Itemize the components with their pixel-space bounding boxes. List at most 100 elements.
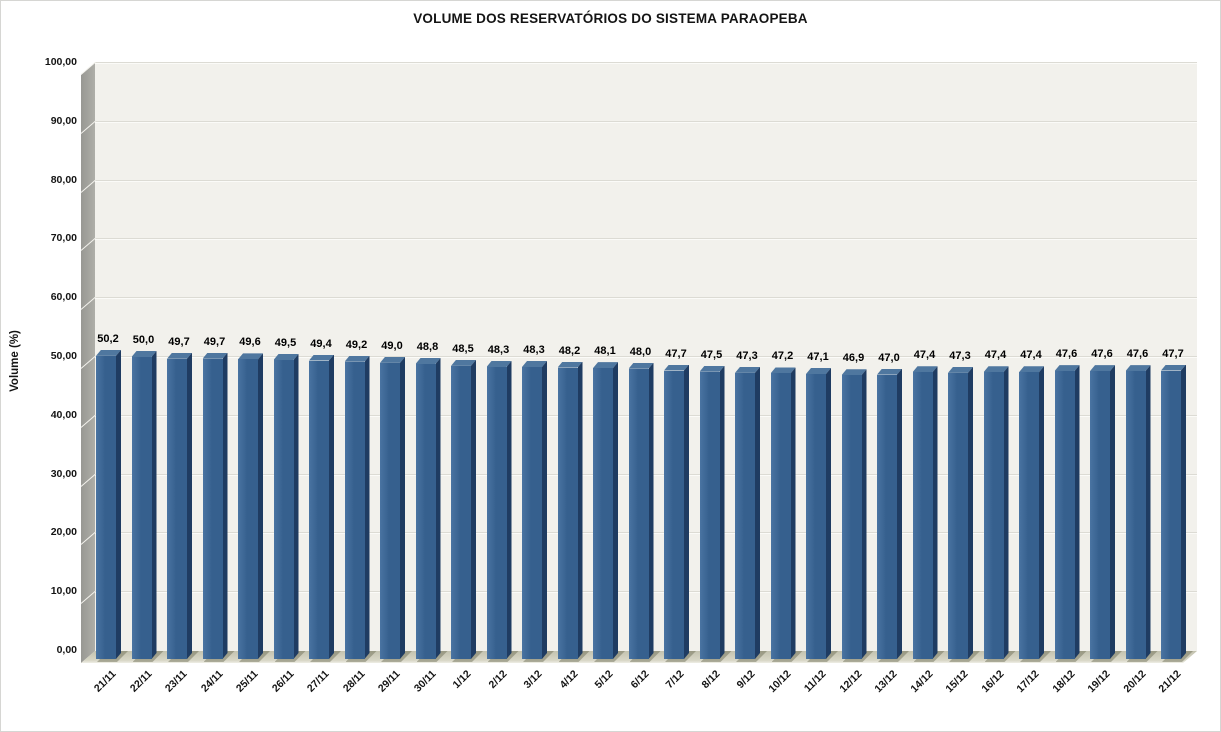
y-tick-label: 90,00: [50, 114, 77, 127]
bar-top-face: [593, 362, 618, 369]
bar-side-face: [329, 355, 334, 659]
bar-side-face: [1110, 365, 1115, 659]
bar-side-face: [684, 365, 689, 659]
bar-value-label: 47,3: [949, 349, 971, 362]
x-tick-label: 28/11: [340, 668, 367, 695]
bar-top-face: [451, 359, 476, 366]
bar: [770, 373, 791, 659]
bar-side-face: [791, 367, 796, 659]
x-tick-label: 8/12: [699, 668, 722, 691]
x-tick-label: 24/11: [198, 668, 225, 695]
bar-side-face: [542, 361, 547, 659]
bar: [557, 367, 578, 659]
bar-top-face: [1019, 366, 1044, 373]
x-tick-label: 19/12: [1085, 668, 1113, 696]
bar-value-label: 47,7: [1162, 347, 1184, 360]
bar: [912, 372, 933, 659]
x-tick-label: 13/12: [872, 668, 900, 696]
x-tick-label: 11/12: [801, 668, 829, 695]
gridline: [95, 62, 1197, 64]
bar: [380, 362, 400, 659]
bar-side-face: [471, 360, 476, 659]
bar-top-face: [522, 360, 547, 367]
bar-value-label: 48,3: [523, 343, 545, 356]
bar: [238, 359, 258, 659]
bar-value-label: 47,3: [736, 349, 758, 362]
bar-value-label: 47,4: [984, 349, 1007, 362]
bar-side-face: [400, 357, 405, 659]
bar-value-label: 47,0: [878, 351, 900, 364]
bar: [451, 365, 471, 659]
bar-side-face: [507, 361, 512, 659]
bar: [983, 372, 1004, 659]
bar-side-face: [365, 356, 370, 659]
bar-top-face: [735, 366, 760, 373]
bar-top-face: [273, 353, 299, 360]
y-tick-label: 80,00: [50, 173, 77, 186]
bar: [1090, 371, 1110, 659]
bar-top-face: [628, 362, 654, 369]
x-tick-label: 16/12: [978, 668, 1006, 696]
bar: [96, 355, 116, 659]
bar-side-face: [578, 362, 583, 659]
bar: [1054, 371, 1075, 659]
bar: [415, 364, 436, 659]
bar-top-face: [664, 364, 689, 371]
bar-top-face: [841, 369, 867, 376]
chart-title: VOLUME DOS RESERVATÓRIOS DO SISTEMA PARA…: [413, 11, 808, 26]
bar-top-face: [770, 367, 796, 374]
bar-top-face: [238, 353, 263, 360]
bar-side-face: [116, 350, 121, 659]
bar-value-label: 47,1: [807, 351, 829, 364]
bar-value-label: 48,2: [558, 344, 581, 357]
bar: [628, 368, 649, 659]
bar-side-face: [720, 366, 725, 659]
bar-top-face: [948, 366, 973, 373]
x-tick-label: 17/12: [1014, 668, 1042, 696]
bar-top-face: [699, 365, 725, 372]
bar-side-face: [436, 358, 441, 659]
x-tick-label: 27/11: [304, 668, 332, 695]
x-tick-label: 1/12: [450, 668, 474, 691]
x-tick-label: 29/11: [375, 668, 403, 695]
x-tick-label: 9/12: [734, 668, 758, 691]
y-tick-label: 10,00: [50, 585, 77, 598]
x-tick-label: 26/11: [269, 668, 296, 695]
bar-top-face: [806, 368, 831, 375]
bar-value-label: 48,1: [594, 345, 616, 358]
bar-value-label: 47,6: [1055, 348, 1078, 361]
x-tick-label: 7/12: [663, 668, 687, 691]
bar-value-label: 49,0: [381, 339, 403, 352]
bar-side-face: [897, 369, 902, 659]
bar-side-face: [933, 366, 938, 659]
gridline: [95, 120, 1197, 123]
bar-top-face: [486, 360, 512, 367]
bar: [735, 372, 755, 659]
bar: [522, 366, 542, 659]
bar-side-face: [294, 354, 299, 659]
x-tick-label: 2/12: [486, 668, 509, 691]
x-tick-label: 3/12: [521, 668, 545, 691]
bar-top-face: [877, 368, 902, 375]
bar-top-face: [1125, 365, 1151, 372]
bar: [593, 368, 613, 659]
bar: [699, 371, 720, 659]
x-tick-label: 14/12: [907, 668, 935, 696]
bar-side-face: [1146, 365, 1151, 659]
y-tick-label: 0,00: [56, 644, 77, 656]
bar: [486, 366, 507, 659]
bar-top-face: [309, 354, 334, 361]
x-tick-label: 10/12: [765, 668, 793, 696]
bar: [1161, 370, 1181, 659]
bar-value-label: 47,7: [665, 347, 687, 360]
bar-top-face: [983, 366, 1009, 373]
bar: [167, 358, 187, 659]
bar-value-label: 48,0: [629, 345, 652, 358]
x-tick-label: 18/12: [1049, 668, 1077, 696]
bar-value-label: 48,8: [416, 341, 439, 354]
y-tick-label: 100,00: [44, 56, 77, 68]
bar-value-label: 49,5: [274, 336, 297, 349]
bar-value-label: 50,0: [132, 334, 155, 346]
x-tick-label: 4/12: [557, 668, 580, 691]
